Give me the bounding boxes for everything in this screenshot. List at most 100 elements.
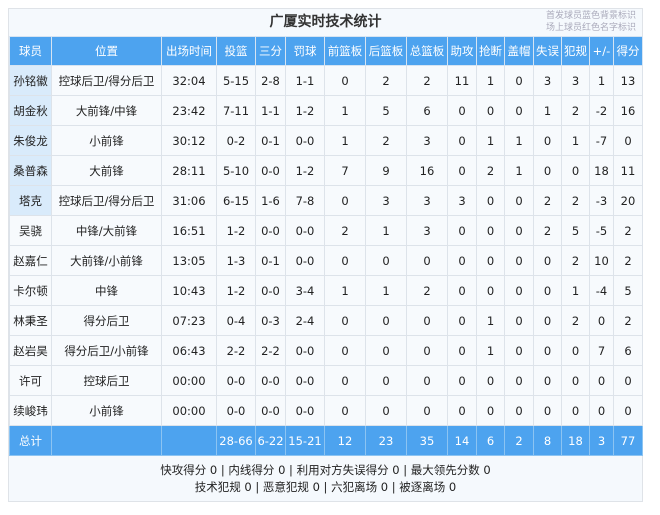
column-header: 得分: [613, 36, 643, 66]
player-row: 胡金秋 大前锋/中锋 23:42 7-11 1-1 1-2 1 5 6 0 0 0 1 2 -2 16: [9, 95, 643, 126]
stats-table: 球员 位置 出场时间 投篮 三分 罚球 前篮板 后篮板 总篮板 助攻 抢断 盖帽 失误 犯规 +/- 得分 孙…: [9, 36, 643, 456]
stat-cell: 16: [406, 155, 448, 186]
total-cell: 23: [365, 425, 407, 456]
stat-cell: 0-0: [285, 335, 325, 366]
total-cell: 6-22: [255, 425, 286, 456]
stat-cell: 0: [533, 275, 562, 306]
stat-cell: 0: [533, 365, 562, 396]
total-cell: [51, 425, 162, 456]
stat-cell: 0-0: [255, 275, 286, 306]
stat-cell: 16: [613, 95, 643, 126]
stat-cell: 2: [613, 245, 643, 276]
stat-cell: 0: [447, 365, 477, 396]
stat-cell: 6-15: [216, 185, 256, 216]
stat-cell: 2: [533, 185, 562, 216]
stat-cell: 0: [589, 395, 614, 426]
stat-cell: 5: [561, 215, 590, 246]
stat-cell: 1-1: [255, 95, 286, 126]
stat-cell: 10: [589, 245, 614, 276]
stat-cell: 7: [324, 155, 366, 186]
stat-cell: 0: [447, 215, 477, 246]
stat-cell: 1: [365, 215, 407, 246]
stat-cell: 0: [561, 365, 590, 396]
player-name: 朱俊龙: [9, 125, 52, 156]
stat-cell: 0: [504, 95, 534, 126]
stat-cell: 1: [504, 125, 534, 156]
stat-cell: 00:00: [161, 395, 217, 426]
stat-cell: 3: [406, 125, 448, 156]
stat-cell: 5-15: [216, 65, 256, 96]
stat-cell: 控球后卫: [51, 365, 162, 396]
stat-cell: 中锋: [51, 275, 162, 306]
stat-cell: 0: [476, 185, 505, 216]
column-header: 助攻: [447, 36, 477, 66]
player-name: 林秉圣: [9, 305, 52, 336]
stat-cell: 0: [561, 395, 590, 426]
stat-cell: -5: [589, 215, 614, 246]
stat-cell: 0: [447, 155, 477, 186]
legend-starter: 首发球员蓝色背景标识: [545, 11, 636, 21]
stat-cell: 0-0: [285, 365, 325, 396]
column-header: 失误: [533, 36, 562, 66]
column-header: 位置: [51, 36, 162, 66]
column-header: 三分: [255, 36, 286, 66]
stat-cell: 0: [365, 245, 407, 276]
stat-cell: 0: [476, 275, 505, 306]
player-row: 续峻玮 小前锋 00:00 0-0 0-0 0-0 0 0 0 0 0 0 0 0 0 0: [9, 395, 643, 426]
stat-cell: 1: [324, 95, 366, 126]
stat-cell: 0: [324, 395, 366, 426]
player-row: 朱俊龙 小前锋 30:12 0-2 0-1 0-0 1 2 3 0 1 1 0 1 -7 0: [9, 125, 643, 156]
stat-cell: 0: [324, 365, 366, 396]
stat-cell: 0: [365, 365, 407, 396]
stat-cell: 0: [406, 335, 448, 366]
stat-cell: 1-2: [285, 95, 325, 126]
stat-cell: 0: [447, 335, 477, 366]
stat-cell: 控球后卫/得分后卫: [51, 185, 162, 216]
total-row: 总计 28-66 6-22 15-21 12 23 35 14 6 2 8 18 3 77: [9, 425, 643, 456]
total-cell: 2: [504, 425, 534, 456]
stat-cell: 2: [365, 125, 407, 156]
stat-cell: 0: [406, 305, 448, 336]
player-row: 孙铭徽 控球后卫/得分后卫 32:04 5-15 2-8 1-1 0 2 2 11 1 0 3 3 1 13: [9, 65, 643, 96]
player-row: 塔克 控球后卫/得分后卫 31:06 6-15 1-6 7-8 0 3 3 3 0 0 2 2 -3 20: [9, 185, 643, 216]
stat-cell: 0-2: [216, 125, 256, 156]
stat-cell: 0-0: [216, 395, 256, 426]
player-name: 续峻玮: [9, 395, 52, 426]
title-text: 广厦实时技术统计: [269, 14, 382, 30]
total-cell: 12: [324, 425, 366, 456]
stat-cell: 0: [613, 395, 643, 426]
panel-title: 广厦实时技术统计 首发球员蓝色背景标识 场上球员红色名字标识: [9, 9, 642, 36]
player-name: 孙铭徽: [9, 65, 52, 96]
stat-cell: 3: [406, 185, 448, 216]
stat-cell: 0: [476, 95, 505, 126]
column-header: 抢断: [476, 36, 505, 66]
stat-cell: 0-0: [285, 245, 325, 276]
stat-cell: 7: [589, 335, 614, 366]
stat-cell: 1-1: [285, 65, 325, 96]
stat-cell: 13: [613, 65, 643, 96]
stat-cell: 0: [476, 215, 505, 246]
stat-cell: 11: [447, 65, 477, 96]
stat-cell: 6: [613, 335, 643, 366]
stat-cell: 中锋/大前锋: [51, 215, 162, 246]
stat-cell: 5-10: [216, 155, 256, 186]
player-row: 赵岩昊 得分后卫/小前锋 06:43 2-2 2-2 0-0 0 0 0 0 1 0 0 0 7 6: [9, 335, 643, 366]
stat-cell: 0: [365, 395, 407, 426]
stat-cell: 2-2: [216, 335, 256, 366]
player-row: 林秉圣 得分后卫 07:23 0-4 0-3 2-4 0 0 0 0 1 0 0 2 0 2: [9, 305, 643, 336]
stat-cell: 7-8: [285, 185, 325, 216]
player-row: 吴骁 中锋/大前锋 16:51 1-2 0-0 0-0 2 1 3 0 0 0 2 5 -5 2: [9, 215, 643, 246]
stat-cell: 3: [406, 215, 448, 246]
stat-cell: 大前锋: [51, 155, 162, 186]
column-header: +/-: [589, 36, 614, 66]
stat-cell: 13:05: [161, 245, 217, 276]
stat-cell: 16:51: [161, 215, 217, 246]
stat-cell: 0: [533, 305, 562, 336]
stat-cell: 10:43: [161, 275, 217, 306]
stats-panel: 广厦实时技术统计 首发球员蓝色背景标识 场上球员红色名字标识 球员 位置 出场时间投…: [8, 8, 643, 502]
stat-cell: 0: [533, 155, 562, 186]
player-name: 赵嘉仁: [9, 245, 52, 276]
stat-cell: 0: [365, 305, 407, 336]
stat-cell: 0: [561, 155, 590, 186]
stat-cell: 1: [476, 125, 505, 156]
